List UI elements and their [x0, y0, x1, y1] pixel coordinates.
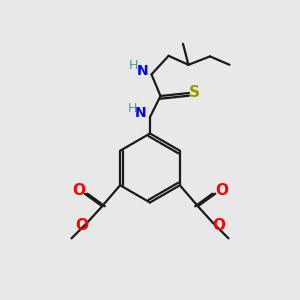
Text: N: N [135, 106, 146, 120]
Text: H: H [129, 59, 138, 73]
Text: N: N [137, 64, 148, 78]
Text: O: O [72, 183, 85, 198]
Text: S: S [189, 85, 200, 100]
Text: O: O [215, 183, 228, 198]
Text: H: H [127, 102, 137, 115]
Text: O: O [75, 218, 88, 233]
Text: O: O [212, 218, 225, 233]
